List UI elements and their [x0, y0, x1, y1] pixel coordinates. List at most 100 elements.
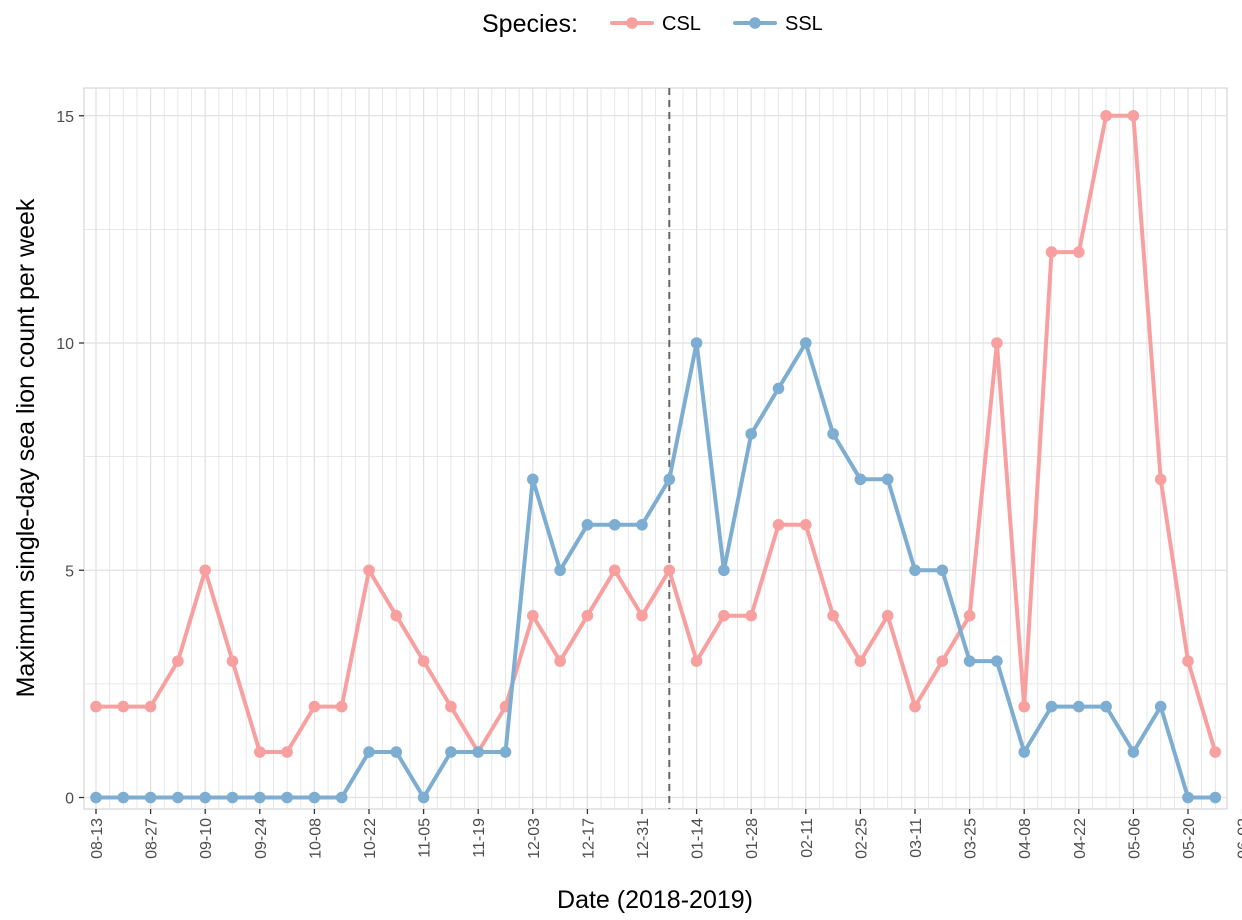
y-axis: 0 5 10 15 [56, 109, 84, 808]
data-point-ssl [636, 519, 648, 531]
y-tick-label: 5 [65, 563, 74, 580]
x-axis-title: Date (2018-2019) [557, 886, 753, 914]
data-point-csl [827, 609, 839, 622]
legend: Species: CSL SSL [482, 10, 823, 38]
data-point-ssl [690, 337, 703, 349]
data-point-ssl [718, 564, 730, 577]
data-point-csl [800, 519, 812, 531]
data-point-csl [335, 700, 348, 713]
gridlines [84, 88, 1227, 809]
data-point-ssl [1127, 746, 1140, 758]
data-point-csl [608, 564, 621, 577]
x-tick-label: 03-25 [963, 818, 980, 859]
x-tick-label: 02-25 [853, 818, 870, 859]
x-tick-label: 10-22 [362, 818, 379, 859]
data-point-ssl [144, 791, 157, 804]
data-point-ssl [335, 791, 348, 804]
x-tick-label: 02-11 [799, 818, 816, 858]
data-point-csl [199, 564, 211, 577]
legend-label: SSL [785, 13, 823, 35]
x-tick-label: 01-14 [690, 818, 707, 859]
data-point-csl [636, 609, 648, 622]
data-point-csl [936, 655, 949, 667]
data-point-ssl [253, 791, 266, 804]
y-tick-label: 0 [65, 791, 74, 808]
x-tick-label: 10-08 [307, 818, 324, 859]
data-point-ssl [390, 746, 403, 758]
data-point-ssl [663, 473, 676, 486]
data-point-csl [117, 700, 130, 713]
data-point-ssl [90, 791, 102, 804]
data-point-ssl [527, 473, 539, 486]
data-point-ssl [281, 791, 293, 804]
legend-item-csl: CSL [610, 13, 701, 35]
data-point-ssl [363, 746, 375, 758]
data-point-ssl [745, 428, 757, 440]
data-point-csl [90, 700, 102, 713]
data-point-csl [226, 655, 239, 667]
x-tick-label: 11-19 [471, 818, 488, 858]
data-point-csl [527, 609, 539, 622]
data-point-ssl [472, 746, 485, 758]
data-point-csl [144, 700, 157, 713]
series-ssl [90, 337, 1222, 804]
x-tick-label: 03-11 [908, 818, 925, 858]
data-point-ssl [1018, 746, 1030, 758]
data-point-csl [1182, 655, 1194, 667]
data-point-ssl [554, 564, 566, 577]
data-point-csl [417, 655, 430, 667]
data-point-csl [663, 564, 676, 577]
data-point-ssl [772, 382, 785, 395]
x-axis: 08-13 08-27 09-10 09-24 10-08 10-22 11-05 11-19… [89, 809, 1242, 859]
data-point-csl [1100, 109, 1112, 122]
data-point-csl [308, 700, 321, 713]
data-point-csl [909, 700, 921, 713]
y-axis-title: Maximum single-day sea lion count per we… [12, 198, 40, 697]
data-point-ssl [226, 791, 239, 804]
data-point-csl [1154, 473, 1167, 486]
x-tick-label: 05-20 [1181, 818, 1198, 859]
data-point-ssl [963, 655, 976, 667]
x-tick-label: 04-22 [1072, 818, 1089, 859]
x-tick-label: 12-03 [526, 818, 543, 859]
data-point-csl [1045, 246, 1058, 258]
data-point-ssl [854, 473, 867, 486]
data-point-csl [554, 655, 566, 667]
data-point-ssl [417, 791, 430, 804]
legend-title: Species: [482, 10, 578, 38]
data-point-ssl [308, 791, 321, 804]
data-point-ssl [1045, 700, 1058, 713]
legend-item-ssl: SSL [733, 13, 823, 35]
data-point-csl [745, 609, 757, 622]
x-tick-label: 08-27 [144, 818, 161, 859]
data-point-csl [1073, 246, 1085, 258]
x-tick-label: 12-17 [580, 818, 597, 859]
legend-key-point [749, 17, 761, 29]
data-point-ssl [800, 337, 812, 349]
data-point-csl [281, 746, 293, 758]
legend-label: CSL [662, 13, 701, 35]
data-point-ssl [991, 655, 1003, 667]
data-point-ssl [936, 564, 949, 577]
data-point-ssl [445, 746, 457, 758]
x-tick-label: 01-28 [744, 818, 761, 859]
data-point-ssl [199, 791, 211, 804]
data-point-csl [963, 609, 976, 622]
data-point-ssl [909, 564, 921, 577]
x-tick-label: 04-08 [1017, 818, 1034, 859]
data-point-ssl [1073, 700, 1085, 713]
data-point-ssl [881, 473, 894, 486]
data-point-csl [991, 337, 1003, 349]
data-point-csl [1209, 746, 1222, 758]
data-point-csl [854, 655, 867, 667]
x-tick-label: 06-03 [1236, 818, 1242, 859]
x-tick-label: 08-13 [89, 818, 106, 859]
data-point-ssl [499, 746, 512, 758]
data-point-ssl [117, 791, 130, 804]
data-point-ssl [172, 791, 184, 804]
data-point-ssl [1100, 700, 1112, 713]
x-tick-label: 09-10 [198, 818, 215, 859]
data-point-csl [390, 609, 403, 622]
data-point-ssl [1154, 700, 1167, 713]
